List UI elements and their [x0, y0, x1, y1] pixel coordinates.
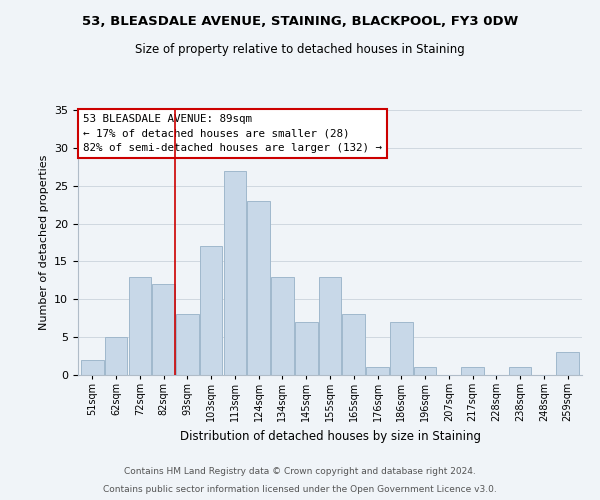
Bar: [295, 322, 317, 375]
Bar: [319, 276, 341, 375]
Text: Size of property relative to detached houses in Staining: Size of property relative to detached ho…: [135, 42, 465, 56]
Y-axis label: Number of detached properties: Number of detached properties: [38, 155, 49, 330]
Text: 53 BLEASDALE AVENUE: 89sqm
← 17% of detached houses are smaller (28)
82% of semi: 53 BLEASDALE AVENUE: 89sqm ← 17% of deta…: [83, 114, 382, 153]
Bar: [556, 352, 579, 375]
Text: Contains HM Land Registry data © Crown copyright and database right 2024.: Contains HM Land Registry data © Crown c…: [124, 467, 476, 476]
Bar: [176, 314, 199, 375]
Text: Contains public sector information licensed under the Open Government Licence v3: Contains public sector information licen…: [103, 485, 497, 494]
Bar: [461, 368, 484, 375]
Bar: [200, 246, 223, 375]
Text: 53, BLEASDALE AVENUE, STAINING, BLACKPOOL, FY3 0DW: 53, BLEASDALE AVENUE, STAINING, BLACKPOO…: [82, 15, 518, 28]
Bar: [152, 284, 175, 375]
Bar: [81, 360, 104, 375]
Bar: [366, 368, 389, 375]
Bar: [414, 368, 436, 375]
X-axis label: Distribution of detached houses by size in Staining: Distribution of detached houses by size …: [179, 430, 481, 442]
Bar: [247, 201, 270, 375]
Bar: [390, 322, 413, 375]
Bar: [105, 337, 127, 375]
Bar: [343, 314, 365, 375]
Bar: [509, 368, 532, 375]
Bar: [128, 276, 151, 375]
Bar: [224, 170, 246, 375]
Bar: [271, 276, 294, 375]
